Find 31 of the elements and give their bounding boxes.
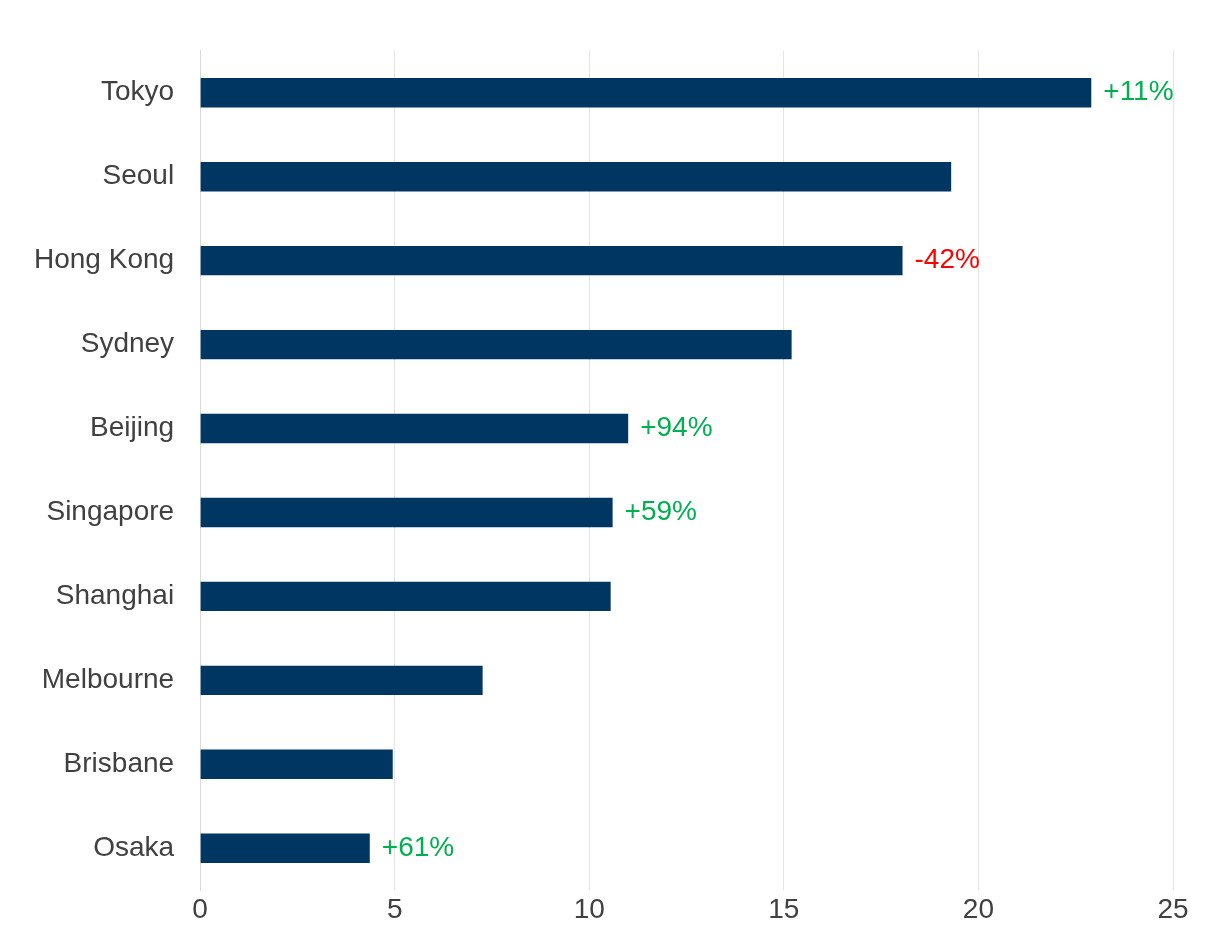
x-tick-label: 0 bbox=[192, 892, 208, 924]
x-tick-label: 20 bbox=[962, 892, 994, 924]
y-tick-label: Beijing bbox=[90, 411, 175, 443]
y-tick-label: Melbourne bbox=[41, 663, 175, 695]
y-tick-label: Shanghai bbox=[55, 579, 175, 611]
bar bbox=[200, 665, 483, 696]
bar bbox=[200, 413, 629, 444]
x-tick-label: 5 bbox=[386, 892, 403, 924]
annotation: +11% bbox=[1103, 75, 1174, 107]
annotation: -42% bbox=[914, 243, 980, 275]
x-tick-label: 25 bbox=[1157, 892, 1189, 924]
bar bbox=[200, 497, 613, 528]
y-tick-label: Singapore bbox=[46, 495, 175, 527]
x-tick-label: 10 bbox=[573, 892, 605, 924]
bar bbox=[200, 245, 903, 276]
bar bbox=[200, 329, 792, 360]
x-tick-label: 15 bbox=[768, 892, 800, 924]
bar bbox=[200, 162, 952, 192]
y-tick-label: Sydney bbox=[80, 327, 175, 359]
y-tick-label: Tokyo bbox=[100, 75, 175, 107]
bar bbox=[200, 581, 611, 612]
y-tick-label: Osaka bbox=[93, 830, 175, 862]
bar bbox=[200, 749, 393, 779]
annotation: +59% bbox=[624, 495, 698, 527]
annotation: +94% bbox=[640, 411, 713, 443]
y-tick-label: Hong Kong bbox=[34, 243, 175, 275]
bar bbox=[200, 78, 1092, 108]
y-tick-label: Seoul bbox=[102, 159, 175, 191]
annotation: +61% bbox=[381, 830, 455, 862]
bar bbox=[200, 833, 370, 863]
y-tick-label: Brisbane bbox=[63, 747, 175, 779]
